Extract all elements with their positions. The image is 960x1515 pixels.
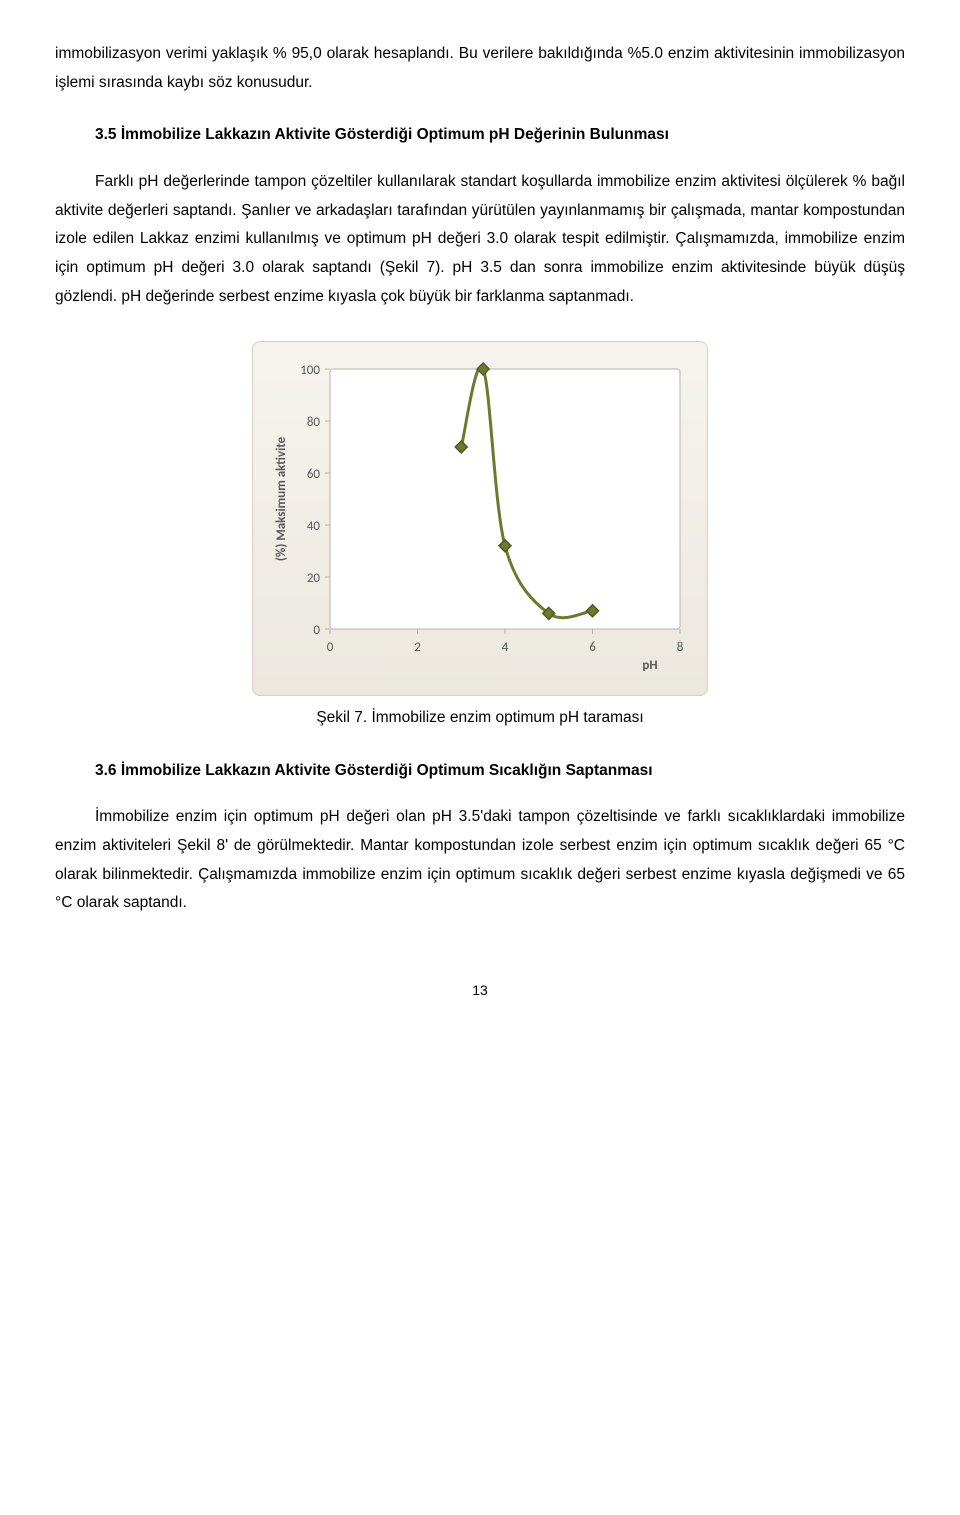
paragraph-body-2: İmmobilize enzim için optimum pH değeri … (55, 803, 905, 918)
svg-text:4: 4 (502, 640, 509, 655)
heading-section-3-6: 3.6 İmmobilize Lakkazın Aktivite Gösterd… (55, 757, 905, 786)
ph-activity-chart: 0 20 40 60 80 100 0 2 4 6 8 (%) Maksimum aktivite pH (265, 354, 695, 674)
figure-caption: Şekil 7. İmmobilize enzim optimum pH tar… (55, 704, 905, 733)
svg-text:80: 80 (307, 415, 321, 430)
svg-text:(%) Maksimum aktivite: (%) Maksimum aktivite (274, 437, 289, 562)
svg-text:0: 0 (313, 623, 320, 638)
svg-text:60: 60 (307, 467, 321, 482)
svg-text:8: 8 (677, 640, 684, 655)
svg-text:6: 6 (589, 640, 596, 655)
svg-text:0: 0 (327, 640, 334, 655)
page-number: 13 (55, 978, 905, 1004)
svg-text:2: 2 (414, 640, 421, 655)
chart-container: 0 20 40 60 80 100 0 2 4 6 8 (%) Maksimum aktivite pH (55, 341, 905, 696)
chart-frame: 0 20 40 60 80 100 0 2 4 6 8 (%) Maksimum aktivite pH (252, 341, 708, 696)
svg-text:40: 40 (307, 519, 321, 534)
svg-text:20: 20 (307, 571, 321, 586)
svg-text:pH: pH (642, 658, 657, 673)
svg-text:100: 100 (300, 363, 320, 378)
heading-section-3-5: 3.5 İmmobilize Lakkazın Aktivite Gösterd… (55, 121, 905, 150)
paragraph-body-1: Farklı pH değerlerinde tampon çözeltiler… (55, 168, 905, 311)
paragraph-intro: immobilizasyon verimi yaklaşık % 95,0 ol… (55, 40, 905, 97)
